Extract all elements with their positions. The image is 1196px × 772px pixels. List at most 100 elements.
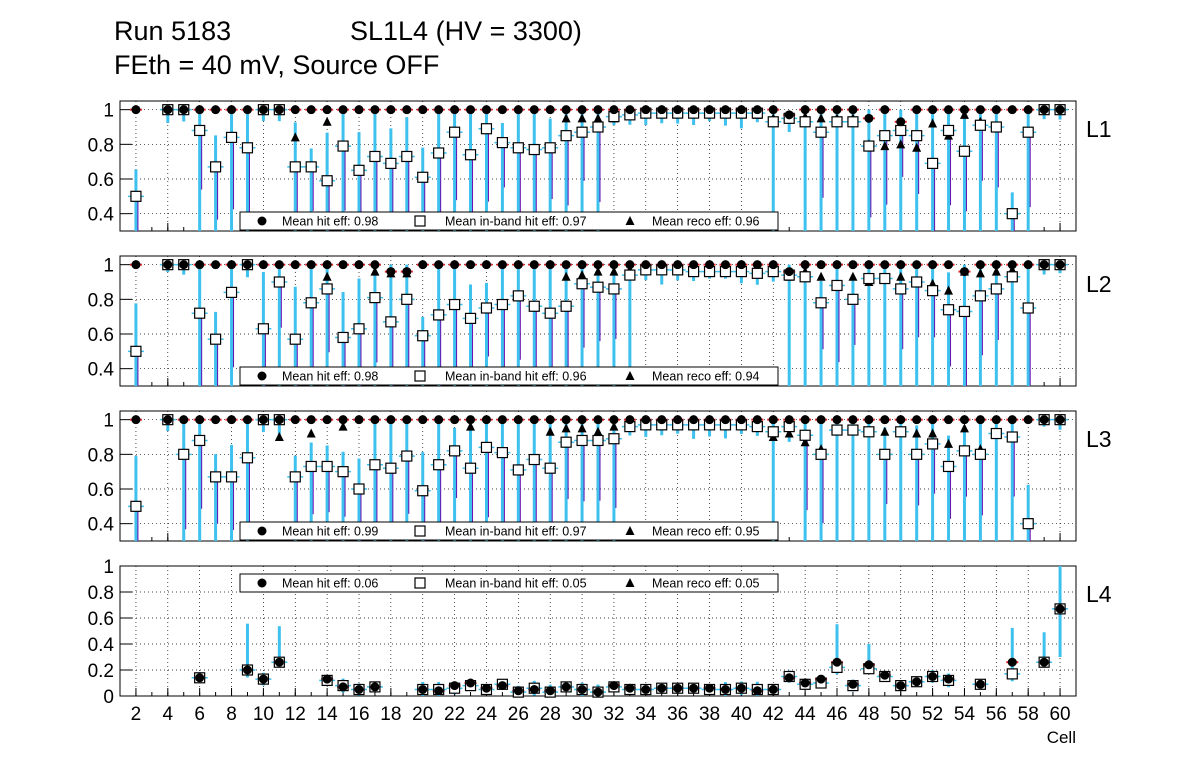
panel-label-l3: L3 (1086, 426, 1112, 452)
hit-marker (402, 415, 412, 425)
hit-marker (641, 260, 651, 270)
inband-marker (926, 285, 939, 297)
x-tick-label: 24 (476, 704, 498, 725)
y-tick-label: 0.8 (88, 445, 114, 466)
hit-marker (832, 260, 842, 270)
inband-marker (974, 290, 987, 302)
hit-marker (625, 683, 635, 693)
x-tick-label: 48 (858, 704, 879, 725)
inband-marker (225, 471, 238, 483)
inband-marker (879, 272, 891, 285)
inband-marker (257, 323, 269, 335)
hit-marker (386, 105, 396, 115)
hit-marker (625, 105, 635, 115)
reco-marker (816, 113, 826, 123)
inband-marker (974, 448, 987, 460)
inband-marker (353, 483, 365, 495)
hit-marker (800, 105, 810, 115)
panel-l1: 0.4 0.6 0.8 1 L1 Mean hit eff: 0.98 Mean in-ba… (88, 100, 1112, 232)
inband-marker (831, 279, 843, 292)
hit-marker (322, 674, 332, 684)
inband-marker (321, 175, 333, 187)
inband-marker (528, 453, 540, 466)
hit-marker (338, 105, 348, 115)
legend-entry: Mean hit eff: 0.98 (282, 215, 378, 229)
x-tick-label: 22 (444, 704, 465, 725)
inband-marker (576, 434, 588, 447)
legend-reco-marker (625, 526, 635, 535)
hit-marker (720, 105, 730, 115)
inband-marker (528, 300, 540, 312)
hit-marker (466, 415, 476, 425)
hit-marker (481, 415, 491, 425)
hit-marker (274, 105, 284, 115)
reco-marker (944, 285, 954, 295)
hit-marker (641, 685, 651, 694)
hit-marker (481, 683, 491, 693)
reco-marker (896, 139, 906, 149)
hit-marker (338, 682, 348, 692)
inband-marker (480, 302, 493, 314)
inband-marker (815, 297, 827, 309)
hit-marker (752, 415, 762, 425)
reco-marker (593, 113, 603, 123)
y-tick-label: 0.8 (88, 290, 114, 311)
hit-marker (577, 685, 587, 694)
inband-marker (767, 116, 779, 128)
reco-marker (959, 109, 969, 119)
hit-marker (561, 682, 571, 692)
hit-marker (752, 105, 762, 115)
inband-marker (480, 441, 493, 453)
x-tick-label: 34 (635, 704, 657, 725)
hit-marker (354, 260, 364, 270)
hit-marker (816, 105, 826, 115)
legend-reco-marker (625, 371, 635, 380)
hit-marker (880, 260, 890, 270)
hit-marker (880, 105, 890, 115)
hit-marker (720, 685, 730, 694)
reco-marker (944, 438, 954, 448)
hit-marker (545, 686, 555, 696)
hit-marker (975, 679, 985, 689)
reco-marker (577, 270, 587, 280)
y-tick-label: 0.2 (88, 661, 114, 682)
inband-marker (990, 283, 1002, 295)
hit-marker (593, 415, 603, 425)
inband-marker (815, 126, 827, 138)
hit-marker (370, 105, 380, 115)
hit-marker (928, 672, 938, 681)
hit-marker (242, 665, 252, 675)
hit-marker (896, 681, 906, 691)
hit-marker (864, 415, 874, 425)
hit-marker (673, 683, 683, 693)
hit-marker (816, 674, 826, 684)
x-tick-label: 50 (890, 704, 911, 725)
hit-marker (211, 415, 221, 425)
hit-marker (354, 685, 364, 694)
legend-box (239, 211, 779, 231)
inband-marker (369, 150, 381, 163)
inband-marker (560, 300, 572, 312)
hit-marker (434, 686, 444, 696)
reco-marker (338, 421, 348, 431)
legend-hit-marker (257, 526, 267, 536)
inband-marker (512, 464, 524, 476)
hit-marker (290, 415, 300, 425)
x-tick-label: 2 (131, 704, 142, 725)
y-tick-label: 0.8 (88, 583, 114, 604)
hit-marker (609, 415, 619, 425)
reco-marker (322, 116, 332, 126)
hit-marker (768, 685, 778, 694)
inband-marker (225, 131, 238, 143)
hit-marker (402, 267, 412, 277)
hit-marker (705, 105, 715, 115)
inband-marker (1006, 271, 1018, 283)
inband-marker (210, 333, 222, 345)
panel-label-l4: L4 (1086, 581, 1112, 607)
x-tick-label: 44 (795, 704, 817, 725)
hit-marker (258, 415, 268, 425)
hit-marker (959, 267, 969, 277)
hit-marker (673, 260, 683, 270)
hit-marker (370, 260, 380, 270)
reco-marker (306, 428, 316, 438)
